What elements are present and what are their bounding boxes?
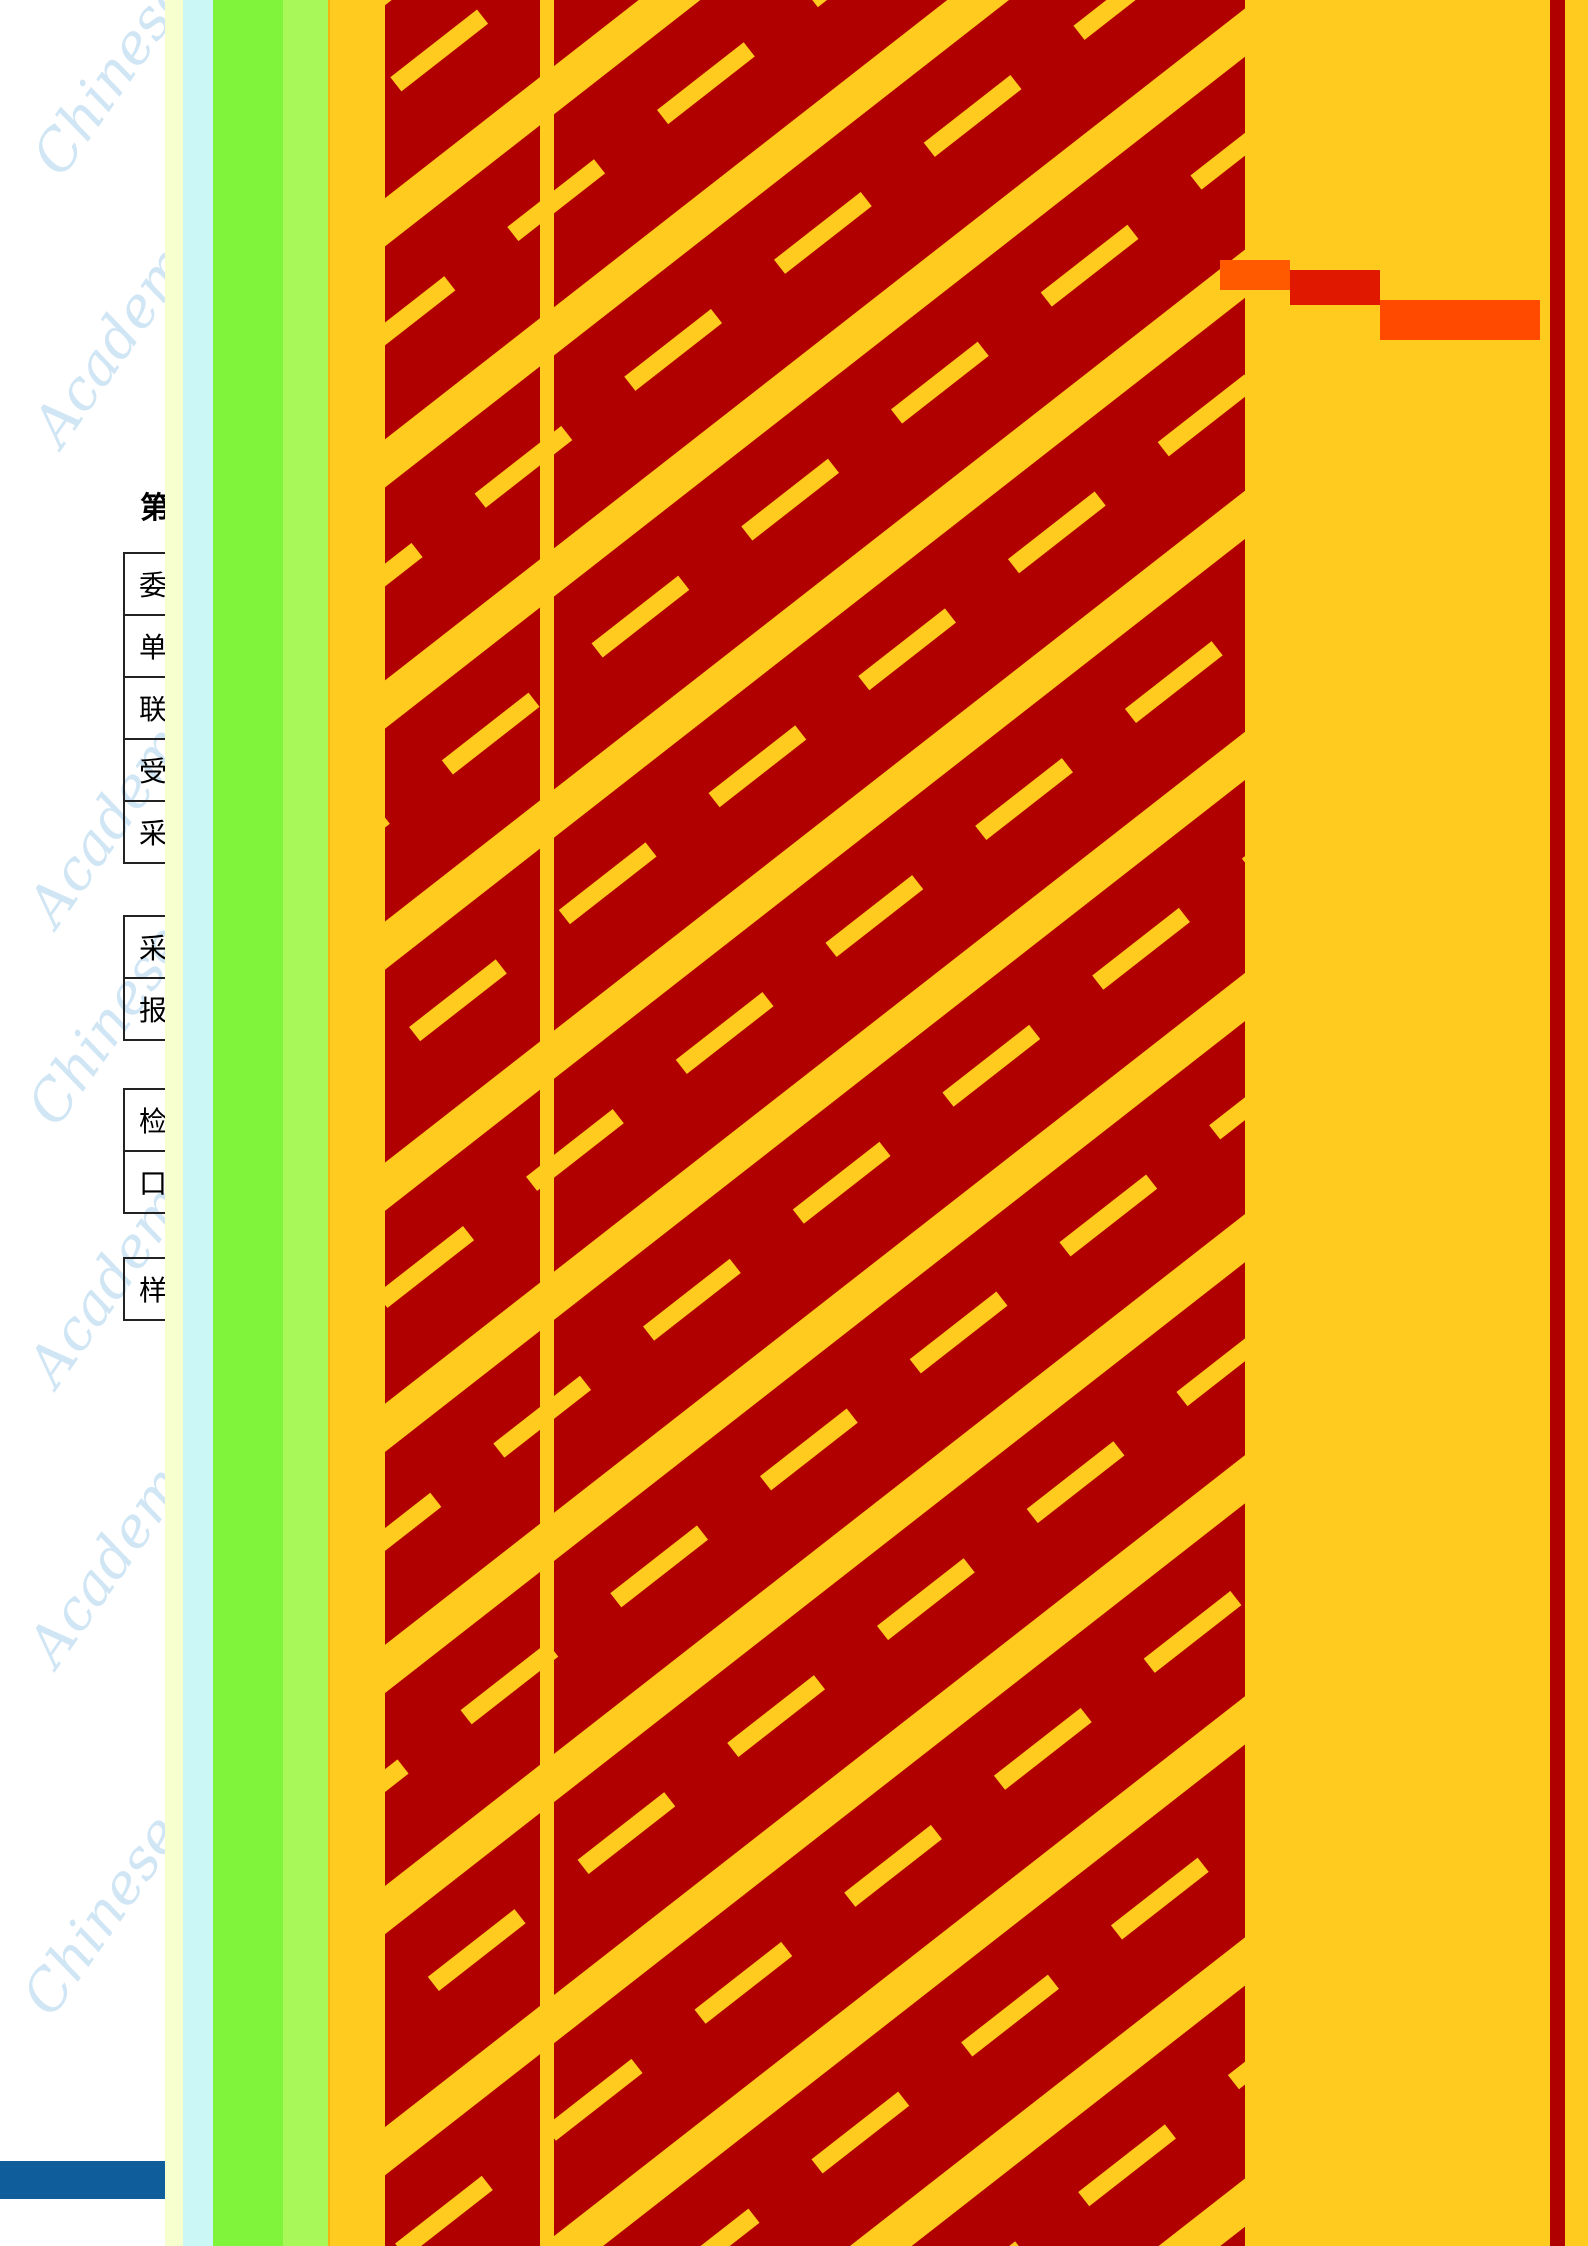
vertical-divider bbox=[1565, 0, 1588, 2246]
corruption-pattern bbox=[330, 0, 1565, 2246]
light-green-band bbox=[283, 0, 328, 2246]
corrupted-stripe-area bbox=[330, 0, 1565, 2246]
green-band bbox=[213, 0, 283, 2246]
pale-yellow-band bbox=[165, 0, 183, 2246]
bottom-color-bar bbox=[0, 2161, 190, 2199]
cyan-band bbox=[183, 0, 213, 2246]
